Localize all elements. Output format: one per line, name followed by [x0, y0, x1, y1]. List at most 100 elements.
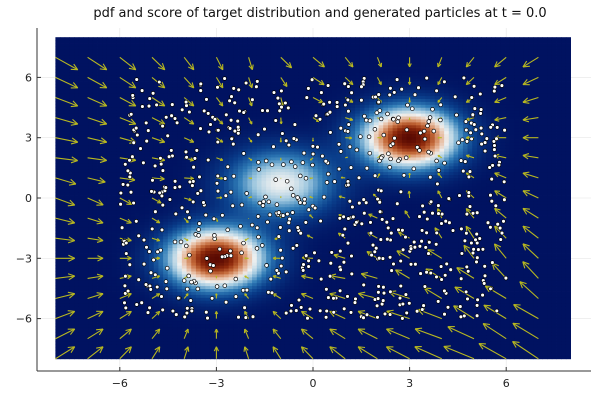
- heatmap-cell: [247, 130, 253, 135]
- heatmap-cell: [247, 247, 253, 252]
- heatmap-cell: [256, 259, 262, 263]
- heatmap-cell: [83, 119, 89, 123]
- heatmap-cell: [116, 81, 122, 85]
- heatmap-cell: [88, 104, 94, 108]
- heatmap-cell: [83, 98, 89, 102]
- heatmap-cell: [177, 127, 183, 132]
- heatmap-cell: [97, 159, 103, 164]
- heatmap-cell: [64, 54, 70, 59]
- heatmap-cell: [92, 159, 98, 164]
- heatmap-cell: [153, 203, 159, 208]
- heatmap-cell: [256, 268, 262, 272]
- heatmap-cell: [181, 180, 187, 184]
- heatmap-cell: [224, 241, 230, 246]
- heatmap-cell: [186, 183, 192, 187]
- heatmap-cell: [209, 285, 216, 290]
- heatmap-cell: [88, 113, 94, 117]
- heatmap-cell: [181, 259, 187, 263]
- heatmap-cell: [125, 72, 131, 76]
- heatmap-cell: [228, 121, 234, 126]
- heatmap-cell: [214, 224, 220, 228]
- heatmap-cell: [102, 89, 108, 94]
- heatmap-cell: [106, 326, 112, 330]
- heatmap-cell: [172, 303, 178, 307]
- heatmap-cell: [149, 268, 155, 272]
- heatmap-cell: [88, 285, 94, 290]
- heatmap-cell: [209, 236, 216, 240]
- heatmap-cell: [177, 119, 183, 123]
- heatmap-cell: [200, 78, 206, 82]
- heatmap-cell: [102, 291, 108, 295]
- heatmap-cell: [266, 306, 272, 310]
- heatmap-cell: [64, 165, 70, 170]
- heatmap-cell: [256, 66, 262, 70]
- heatmap-cell: [69, 288, 75, 292]
- heatmap-cell: [209, 332, 216, 336]
- heatmap-cell: [172, 288, 178, 292]
- heatmap-cell: [78, 51, 84, 56]
- heatmap-cell: [69, 89, 75, 94]
- heatmap-cell: [139, 124, 145, 129]
- heatmap-cell: [88, 89, 94, 94]
- heatmap-cell: [60, 347, 66, 351]
- heatmap-cell: [228, 338, 234, 342]
- heatmap-cell: [242, 124, 248, 129]
- heatmap-cell: [106, 89, 112, 94]
- heatmap-cell: [116, 72, 122, 76]
- heatmap-cell: [247, 241, 253, 246]
- heatmap-cell: [60, 233, 66, 237]
- heatmap-cell: [139, 142, 145, 146]
- heatmap-cell: [252, 271, 258, 275]
- heatmap-cell: [167, 350, 173, 354]
- heatmap-cell: [219, 218, 225, 222]
- heatmap-cell: [149, 51, 155, 56]
- heatmap-cell: [149, 244, 155, 249]
- heatmap-cell: [242, 236, 248, 240]
- heatmap-cell: [163, 113, 169, 117]
- heatmap-cell: [78, 265, 84, 269]
- heatmap-cell: [74, 247, 80, 252]
- heatmap-cell: [238, 253, 244, 257]
- heatmap-cell: [252, 110, 258, 114]
- heatmap-cell: [228, 224, 234, 228]
- heatmap-cell: [125, 110, 131, 114]
- heatmap-cell: [209, 238, 216, 243]
- heatmap-cell: [116, 116, 122, 120]
- heatmap-cell: [256, 148, 262, 152]
- heatmap-cell: [195, 259, 201, 263]
- heatmap-cell: [139, 92, 145, 97]
- heatmap-cell: [74, 236, 80, 240]
- heatmap-cell: [167, 130, 173, 135]
- heatmap-cell: [247, 203, 253, 208]
- heatmap-cell: [219, 320, 225, 325]
- heatmap-cell: [200, 247, 206, 252]
- heatmap-cell: [233, 355, 239, 360]
- heatmap-cell: [266, 262, 272, 266]
- heatmap-cell: [191, 288, 197, 292]
- heatmap-cell: [186, 344, 192, 348]
- heatmap-cell: [102, 227, 108, 231]
- heatmap-cell: [83, 154, 89, 158]
- heatmap-cell: [186, 203, 192, 208]
- heatmap-cell: [242, 136, 248, 140]
- heatmap-cell: [69, 51, 75, 56]
- heatmap-cell: [120, 250, 127, 254]
- heatmap-cell: [130, 227, 136, 231]
- heatmap-cell: [153, 72, 159, 76]
- heatmap-cell: [191, 206, 197, 211]
- heatmap-cell: [60, 81, 66, 85]
- heatmap-cell: [214, 107, 220, 111]
- heatmap-cell: [92, 101, 98, 105]
- heatmap-cell: [102, 282, 108, 287]
- heatmap-cell: [247, 300, 253, 304]
- heatmap-cell: [205, 282, 211, 287]
- heatmap-cell: [60, 350, 66, 354]
- heatmap-cell: [88, 139, 94, 143]
- heatmap-cell: [238, 344, 244, 348]
- heatmap-cell: [205, 206, 211, 211]
- heatmap-cell: [144, 75, 150, 79]
- heatmap-cell: [163, 60, 169, 64]
- heatmap-cell: [92, 86, 98, 91]
- heatmap-cell: [149, 195, 155, 199]
- heatmap-cell: [261, 306, 267, 310]
